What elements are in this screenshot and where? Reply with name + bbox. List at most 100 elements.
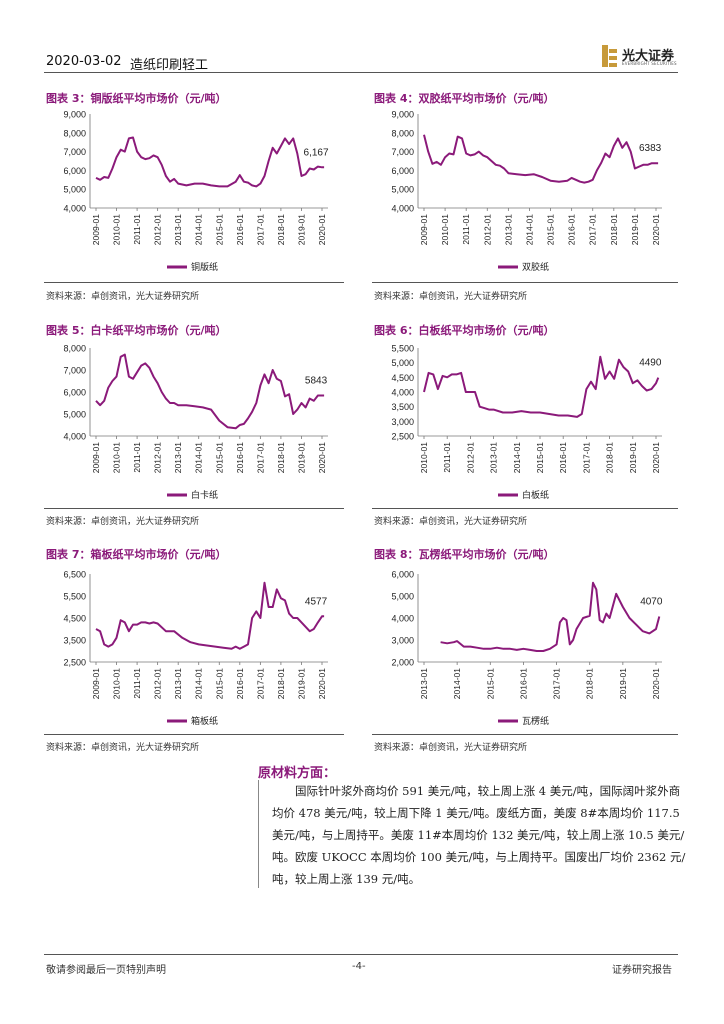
footer-disclaimer: 敬请参阅最后一页特别声明 — [46, 965, 166, 976]
series-line — [423, 134, 659, 184]
figure-title: 图表 5：白卡纸平均市场价（元/吨） — [46, 324, 227, 337]
y-tick-label: 4,000 — [391, 204, 414, 214]
legend-label: 铜版纸 — [191, 261, 218, 272]
figure-4-panel: 图表 4：双胶纸平均市场价（元/吨） 9,000 8,000 7,000 6,000 5… — [372, 86, 678, 306]
legend-label: 箱板纸 — [191, 715, 218, 726]
x-tick-label: 2009-01 — [91, 668, 101, 699]
y-tick-label: 9,000 — [63, 110, 86, 120]
figure-source: 资料来源：卓创资讯，光大证券研究所 — [46, 743, 200, 753]
source-divider — [44, 734, 344, 735]
y-tick-label: 5,000 — [391, 358, 414, 368]
x-tick-label: 2018-01 — [276, 214, 286, 245]
source-divider — [372, 508, 678, 509]
x-tick-label: 2019-01 — [296, 442, 306, 473]
y-tick-label: 4,500 — [391, 373, 414, 383]
y-tick-label: 5,500 — [391, 344, 414, 354]
x-tick-label: 2012-01 — [153, 214, 163, 245]
x-tick-label: 2018-01 — [276, 668, 286, 699]
x-tick-label: 2016-01 — [235, 442, 245, 473]
x-tick-label: 2016-01 — [558, 442, 568, 473]
x-tick-label: 2017-01 — [255, 442, 265, 473]
x-tick-label: 2011-01 — [132, 442, 142, 473]
y-tick-label: 6,000 — [63, 166, 86, 176]
x-tick-label: 2013-01 — [489, 442, 499, 473]
y-tick-label: 6,500 — [63, 570, 86, 580]
x-tick-label: 2013-01 — [419, 668, 429, 699]
x-tick-label: 2020-01 — [651, 442, 661, 473]
y-tick-label: 7,000 — [63, 147, 86, 157]
x-tick-label: 2012-01 — [153, 442, 163, 473]
series-line — [440, 581, 661, 652]
y-tick-label: 5,500 — [63, 592, 86, 602]
x-tick-label: 2013-01 — [173, 668, 183, 699]
legend-label: 双胶纸 — [522, 261, 549, 272]
x-tick-label: 2016-01 — [567, 214, 577, 245]
data-label: 4490 — [639, 358, 662, 369]
y-tick-label: 5,000 — [391, 185, 414, 195]
x-tick-label: 2011-01 — [132, 668, 142, 699]
legend-label: 瓦楞纸 — [522, 715, 549, 726]
y-tick-label: 4,500 — [63, 614, 86, 624]
footer-divider — [44, 954, 678, 955]
y-tick-label: 2,500 — [63, 658, 86, 668]
x-tick-label: 2012-01 — [153, 668, 163, 699]
x-tick-label: 2020-01 — [651, 214, 661, 245]
x-tick-label: 2009-01 — [91, 214, 101, 245]
header-divider — [44, 72, 678, 73]
x-tick-label: 2016-01 — [235, 214, 245, 245]
logo-subtext: EVERBRIGHT SECURITIES — [622, 61, 677, 66]
x-tick-label: 2014-01 — [194, 668, 204, 699]
series-line — [423, 355, 660, 418]
figure-3-panel: 图表 3：铜版纸平均市场价（元/吨） 9,000 8,000 7,000 6,000 5… — [44, 86, 344, 306]
figure-source: 资料来源：卓创资讯，光大证券研究所 — [46, 292, 200, 302]
y-tick-label: 4,000 — [63, 204, 86, 214]
source-divider — [44, 282, 344, 283]
y-tick-label: 7,000 — [391, 147, 414, 157]
x-tick-label: 2020-01 — [317, 668, 327, 699]
figure-source: 资料来源：卓创资讯，光大证券研究所 — [374, 743, 528, 753]
x-tick-label: 2014-01 — [524, 214, 534, 245]
x-tick-label: 2017-01 — [581, 442, 591, 473]
x-tick-label: 2011-01 — [132, 214, 142, 245]
x-tick-label: 2011-01 — [442, 442, 452, 473]
report-date: 2020-03-02 — [46, 54, 122, 69]
x-tick-label: 2010-01 — [112, 442, 122, 473]
y-tick-label: 3,500 — [63, 636, 86, 646]
data-label: 6383 — [639, 143, 662, 154]
x-tick-label: 2012-01 — [482, 214, 492, 245]
legend-label: 白卡纸 — [191, 489, 218, 500]
x-tick-label: 2020-01 — [317, 214, 327, 245]
x-tick-label: 2014-01 — [194, 214, 204, 245]
data-label: 5843 — [305, 375, 328, 386]
x-tick-label: 2017-01 — [255, 668, 265, 699]
figure-7-panel: 图表 7：箱板纸平均市场价（元/吨） 6,500 5,500 4,500 3,500 2… — [44, 540, 344, 758]
y-tick-label: 6,000 — [63, 388, 86, 398]
logo-text: 光大证券 — [622, 49, 675, 64]
x-tick-label: 2016-01 — [518, 668, 528, 699]
y-tick-label: 4,000 — [391, 614, 414, 624]
raw-material-title: 原材料方面： — [258, 766, 337, 781]
report-sector: 造纸印刷轻工 — [130, 58, 209, 73]
chart-duplex-board: 5,500 5,000 4,500 4,000 3,500 3,000 2,500 2010-… — [391, 344, 662, 500]
legend-label: 白板纸 — [522, 489, 549, 500]
x-tick-label: 2013-01 — [173, 214, 183, 245]
x-tick-label: 2015-01 — [214, 214, 224, 245]
data-label: 4577 — [305, 596, 328, 607]
x-tick-label: 2019-01 — [628, 442, 638, 473]
x-tick-label: 2015-01 — [535, 442, 545, 473]
company-logo: 光大证券 EVERBRIGHT SECURITIES — [600, 43, 680, 71]
figure-6-panel: 图表 6：白板纸平均市场价（元/吨） 5,500 5,000 4,500 4,000 3… — [372, 318, 678, 532]
x-tick-label: 2017-01 — [588, 214, 598, 245]
x-tick-label: 2017-01 — [552, 668, 562, 699]
data-label: 4070 — [640, 596, 663, 607]
x-tick-label: 2019-01 — [618, 668, 628, 699]
y-tick-label: 8,000 — [391, 128, 414, 138]
y-tick-label: 8,000 — [63, 128, 86, 138]
y-tick-label: 6,000 — [391, 166, 414, 176]
chart-corrugated-paper: 6,000 5,000 4,000 3,000 2,000 2013-01 2014-01 2… — [391, 570, 663, 727]
x-tick-label: 2010-01 — [440, 214, 450, 245]
x-tick-label: 2016-01 — [235, 668, 245, 699]
page-number: -4- — [352, 961, 366, 972]
x-tick-label: 2014-01 — [452, 668, 462, 699]
source-divider — [372, 282, 678, 283]
